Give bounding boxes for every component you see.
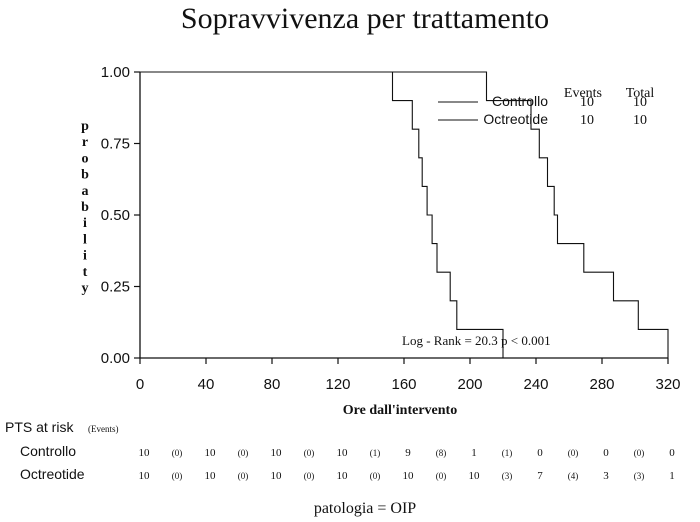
x-tick-label: 240: [523, 376, 548, 393]
risk-count-cell: 10: [337, 447, 349, 459]
legend-entry-name: Controllo: [492, 93, 548, 109]
legend-entry-name: Octreotide: [483, 111, 548, 127]
risk-count-cell: 10: [271, 470, 283, 482]
x-tick-label: 200: [457, 376, 482, 393]
risk-count-cell: 0: [669, 447, 675, 459]
risk-count-cell: 10: [205, 470, 217, 482]
risk-count-cell: 10: [469, 470, 481, 482]
legend-entry-events: 10: [580, 95, 594, 110]
y-tick-label: 0.75: [101, 136, 130, 153]
risk-events-cell: (3): [502, 471, 513, 481]
x-tick-label: 120: [325, 376, 350, 393]
y-tick-label: 0.00: [101, 350, 130, 367]
y-axis-label-letter: r: [82, 135, 88, 150]
chart-title: Sopravvivenza per trattamento: [181, 2, 549, 35]
y-axis-label-letter: a: [82, 184, 89, 199]
risk-count-cell: 1: [669, 470, 675, 482]
risk-count-cell: 0: [603, 447, 609, 459]
y-axis-label-letter: o: [82, 151, 89, 166]
risk-events-cell: (0): [436, 471, 447, 481]
risk-events-cell: (0): [172, 448, 183, 458]
risk-count-cell: 10: [139, 447, 151, 459]
x-tick-label: 40: [198, 376, 215, 393]
y-axis-label-letter: y: [82, 281, 89, 296]
legend-header-total: Total: [626, 86, 655, 101]
legend-entry-total: 10: [633, 113, 647, 128]
x-tick-label: 80: [264, 376, 281, 393]
legend-entry-events: 10: [580, 113, 594, 128]
risk-table: PTS at risk (Events)Controllo 10 (0) 10 (0) 10…: [5, 419, 675, 482]
risk-count-cell: 9: [405, 447, 411, 459]
risk-events-cell: (3): [634, 471, 645, 481]
x-tick-label: 160: [391, 376, 416, 393]
legend: Events Total Controllo 10 10 Octreotide 10 10: [438, 86, 654, 128]
legend-header-events: Events: [564, 86, 602, 101]
x-tick-label: 280: [589, 376, 614, 393]
risk-count-cell: 1: [471, 447, 477, 459]
risk-count-cell: 10: [271, 447, 283, 459]
risk-row-label: Octreotide: [20, 466, 85, 482]
risk-events-cell: (0): [568, 448, 579, 458]
y-axis-label-letter: i: [83, 216, 87, 231]
risk-events-cell: (0): [634, 448, 645, 458]
risk-count-cell: 0: [537, 447, 543, 459]
risk-events-cell: (0): [304, 448, 315, 458]
risk-count-cell: 7: [537, 470, 543, 482]
risk-events-cell: (0): [172, 471, 183, 481]
risk-count-cell: 10: [205, 447, 217, 459]
y-tick-label: 1.00: [101, 64, 130, 81]
risk-events-cell: (0): [304, 471, 315, 481]
y-axis-label-letter: b: [81, 168, 89, 183]
risk-count-cell: 3: [603, 470, 609, 482]
risk-events-cell: (4): [568, 471, 579, 481]
y-tick-label: 0.25: [101, 279, 130, 296]
risk-events-cell: (1): [502, 448, 513, 458]
y-axis-label-letter: i: [83, 249, 87, 264]
risk-count-cell: 10: [403, 470, 415, 482]
series-line-controllo: [140, 71, 504, 358]
footer-label: patologia = OIP: [314, 500, 416, 517]
legend-entry-total: 10: [633, 95, 647, 110]
x-tick-label: 0: [136, 376, 144, 393]
series-line-octreotide: [140, 71, 669, 358]
risk-table-events-label: (Events): [88, 424, 119, 434]
y-axis-label-letter: b: [81, 200, 89, 215]
y-axis-label-letter: l: [83, 232, 87, 247]
risk-table-header: PTS at risk: [5, 419, 74, 435]
risk-row-label: Controllo: [20, 443, 76, 459]
y-tick-label: 0.50: [101, 207, 130, 224]
risk-events-cell: (8): [436, 448, 447, 458]
risk-count-cell: 10: [337, 470, 349, 482]
log-rank-annotation: Log - Rank = 20.3 p < 0.001: [402, 333, 551, 348]
risk-events-cell: (0): [370, 471, 381, 481]
risk-count-cell: 10: [139, 470, 151, 482]
x-axis-label: Ore dall'intervento: [343, 403, 457, 418]
y-axis-label-letter: p: [81, 119, 89, 134]
risk-events-cell: (1): [370, 448, 381, 458]
x-tick-label: 320: [655, 376, 680, 393]
risk-events-cell: (0): [238, 448, 249, 458]
risk-events-cell: (0): [238, 471, 249, 481]
y-axis-label-letter: t: [83, 265, 88, 280]
